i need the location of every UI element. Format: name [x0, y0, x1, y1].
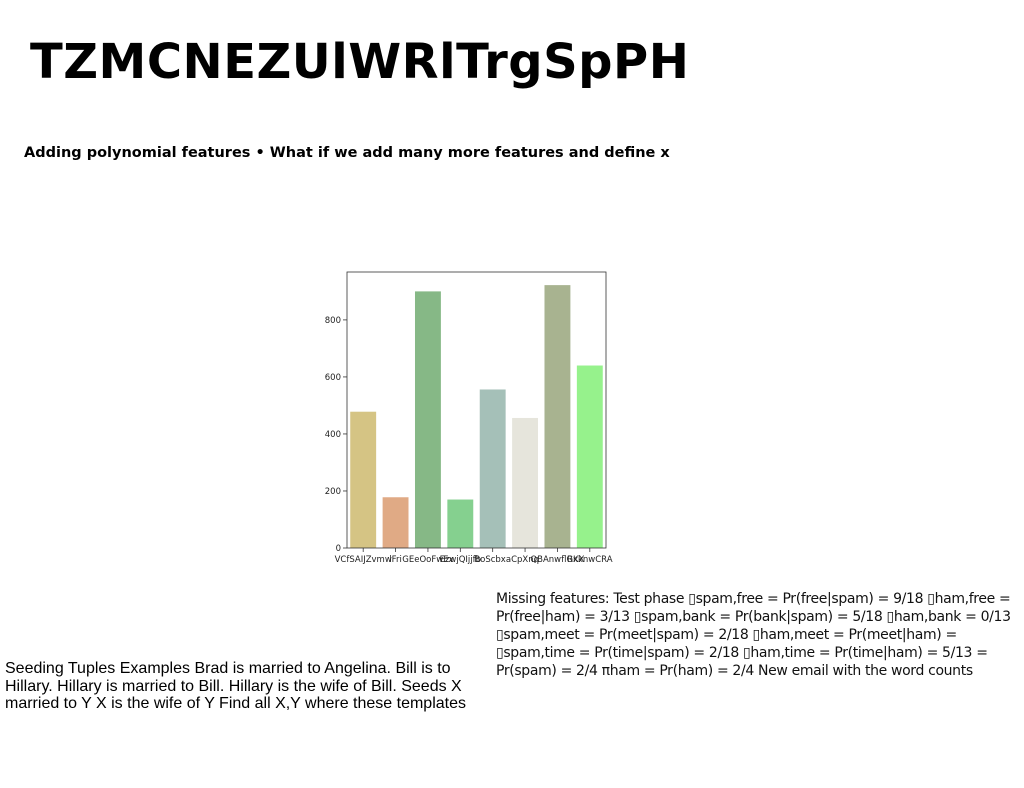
y-tick-label: 0	[336, 544, 341, 554]
y-tick-label: 600	[325, 373, 341, 383]
x-tick-label: GEeOoFwEx	[402, 555, 453, 565]
chart-bar	[414, 291, 441, 548]
page-title: TZMCNEZUlWRlTrgSpPH	[30, 34, 690, 90]
y-tick-label: 800	[325, 316, 341, 326]
x-tick-label: lFri	[389, 555, 402, 565]
bar-chart: 0 200 400 600 800 VCfSAIJZvmw lFri GEeOoFwEx Ezw…	[320, 262, 620, 572]
seeding-tuples-text: Seeding Tuples Examples Brad is married …	[5, 660, 466, 712]
x-tick-label: EzwjQIjjfb	[440, 555, 481, 565]
chart-bar	[382, 497, 409, 548]
chart-bar	[350, 411, 377, 548]
chart-bar	[544, 285, 571, 548]
slide-subtitle: Adding polynomial features • What if we …	[24, 145, 670, 161]
y-tick-label: 200	[325, 487, 341, 497]
chart-bar	[447, 499, 474, 548]
x-tick-label: RxknwCRA	[567, 555, 613, 565]
chart-plot-frame	[346, 271, 607, 549]
chart-bar	[479, 389, 506, 548]
x-tick-label: QBAnwflGKX	[530, 555, 584, 565]
x-tick-label: BoScbxa	[474, 555, 511, 565]
chart-bar	[512, 417, 539, 548]
x-tick-label: CpXnq	[511, 555, 539, 565]
x-tick-label: VCfSAIJZvmw	[335, 555, 392, 565]
chart-bar	[576, 365, 603, 548]
missing-features-text: Missing features: Test phase ▯spam,free …	[496, 591, 1011, 679]
y-tick-label: 400	[325, 430, 341, 440]
